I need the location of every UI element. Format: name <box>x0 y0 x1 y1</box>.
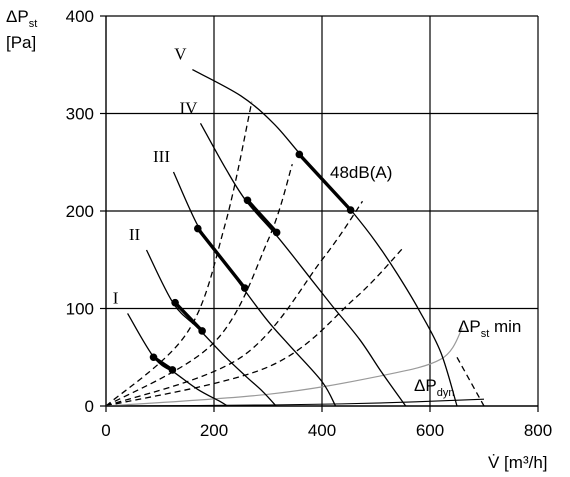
system-curves <box>105 101 485 407</box>
operating-point-I <box>168 366 177 374</box>
operating-point-III <box>240 284 249 292</box>
system-curve <box>105 200 364 407</box>
min-pressure-curve <box>105 327 463 407</box>
min-pressure-limit-line <box>456 356 485 407</box>
axes: 0 200 400 600 800 0 100 200 300 400 <box>66 7 553 440</box>
fan-curve-label-II: II <box>129 225 141 244</box>
operating-point-V <box>346 206 355 214</box>
operating-range-V <box>297 152 353 212</box>
x-tick-label: 0 <box>101 421 110 440</box>
x-tick-label: 400 <box>308 421 336 440</box>
operating-range-IV <box>245 198 279 235</box>
y-tick-label: 0 <box>85 397 94 416</box>
operating-point-IV <box>243 196 252 205</box>
operating-point-III <box>194 224 202 233</box>
fan-curve-label-IV: IV <box>180 98 199 117</box>
x-axis-label: V̇ [m³/h] <box>488 453 548 472</box>
operating-point-I <box>149 353 158 362</box>
fan-curve-label-I: I <box>113 288 119 307</box>
operating-point-II <box>198 327 206 335</box>
operating-range-III <box>196 226 247 290</box>
system-curve <box>105 101 253 407</box>
operating-point-II <box>171 298 179 307</box>
fan-curves <box>127 69 458 407</box>
y-tick-label: 300 <box>66 105 94 124</box>
x-tick-label: 800 <box>524 421 552 440</box>
operating-point-V <box>295 150 304 159</box>
fan-curve-V <box>192 69 458 407</box>
dynamic-pressure-label: ΔPdyn <box>414 376 454 399</box>
y-tick-label: 200 <box>66 202 94 221</box>
x-tick-label: 200 <box>200 421 228 440</box>
fan-curve-label-III: III <box>153 147 170 166</box>
x-tick-label: 600 <box>416 421 444 440</box>
operating-range-II <box>173 300 204 333</box>
y-axis-label: ΔPst <box>6 7 37 30</box>
fan-curve-label-V: V <box>174 45 187 64</box>
operating-point-IV <box>272 228 281 237</box>
fan-curve-IV <box>199 122 407 407</box>
noise-annotation: 48dB(A) <box>330 163 392 182</box>
y-axis-unit: [Pa] <box>6 33 36 52</box>
system-curve <box>105 164 293 407</box>
dynamic-pressure-curve <box>105 398 485 407</box>
y-tick-label: 100 <box>66 300 94 319</box>
min-pressure-label: ΔPst min <box>458 317 521 340</box>
grid-lines <box>106 15 539 406</box>
y-tick-label: 400 <box>66 7 94 26</box>
system-curve <box>105 247 404 407</box>
